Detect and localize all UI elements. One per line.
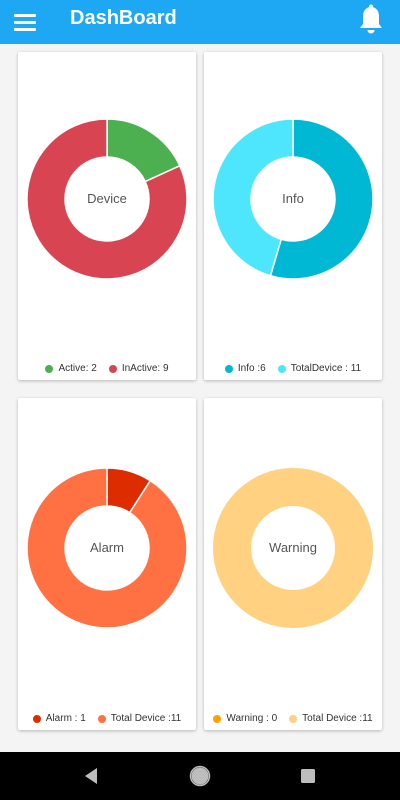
legend-dot-alarm xyxy=(32,714,41,723)
warning-legend: Warning : 0 Total Device :11 xyxy=(204,713,382,724)
device-legend: Active: 2 InActive: 9 xyxy=(18,363,196,374)
device-center-label: Device xyxy=(87,191,127,206)
donut-slice-1-0 xyxy=(269,118,374,280)
legend-item-warning-total-device: Total Device :11 xyxy=(289,713,373,724)
device-chart-card: Device Active: 2 InActive: 9 xyxy=(18,52,196,380)
legend-dot-totaldevice xyxy=(277,364,286,373)
donut-hole-2 xyxy=(70,511,144,585)
legend-label-warning: Warning : 0 xyxy=(226,713,278,724)
alarm-legend: Alarm : 1 Total Device :11 xyxy=(18,713,196,724)
donut-slice-1-1 xyxy=(212,118,294,277)
warning-donut-chart xyxy=(213,468,373,628)
legend-item-total-device: Total Device :11 xyxy=(97,713,182,724)
back-button[interactable] xyxy=(80,764,104,788)
donut-slice-3-1 xyxy=(213,468,373,628)
info-center-label: Info xyxy=(282,191,304,206)
donut-hole-1 xyxy=(256,162,330,236)
page-title: DashBoard xyxy=(70,7,177,29)
alarm-center-label: Alarm xyxy=(90,540,124,555)
legend-dot-info xyxy=(224,364,233,373)
legend-label-alarm: Alarm : 1 xyxy=(45,713,86,724)
info-legend: Info :6 TotalDevice : 11 xyxy=(204,363,382,374)
legend-dot-inactive xyxy=(108,364,117,373)
legend-dot-warning xyxy=(213,714,222,723)
legend-item-alarm: Alarm : 1 xyxy=(32,713,86,724)
legend-dot-total-device xyxy=(97,714,106,723)
app-bar: DashBoard xyxy=(0,0,400,44)
legend-item-warning: Warning : 0 xyxy=(213,713,277,724)
legend-label-totaldevice: TotalDevice : 11 xyxy=(290,363,362,374)
home-circle-icon xyxy=(189,765,211,787)
legend-label-total-device: Total Device :11 xyxy=(110,713,182,724)
donut-hole-0 xyxy=(70,162,144,236)
legend-item-info: Info :6 xyxy=(224,363,266,374)
donut-slice-0-1 xyxy=(26,118,188,280)
notifications-button[interactable] xyxy=(356,4,386,36)
legend-item-inactive: InActive: 9 xyxy=(108,363,169,374)
legend-dot-active xyxy=(45,364,54,373)
legend-item-active: Active: 2 xyxy=(45,363,97,374)
donut-hole-3 xyxy=(256,511,330,585)
device-donut-chart xyxy=(26,118,188,280)
legend-label-active: Active: 2 xyxy=(58,363,97,374)
warning-center-label: Warning xyxy=(269,540,317,555)
back-triangle-icon xyxy=(85,768,97,784)
alarm-donut-chart xyxy=(26,467,188,629)
recents-square-icon xyxy=(301,769,315,783)
warning-chart-card: Warning Warning : 0 Total Device :11 xyxy=(204,398,382,730)
menu-button[interactable] xyxy=(14,9,40,35)
system-nav-bar xyxy=(0,752,400,800)
legend-label-info: Info :6 xyxy=(237,363,266,374)
hamburger-menu-icon xyxy=(14,13,36,17)
legend-label-inactive: InActive: 9 xyxy=(121,363,169,374)
alarm-chart-card: Alarm Alarm : 1 Total Device :11 xyxy=(18,398,196,730)
info-chart-card: Info Info :6 TotalDevice : 11 xyxy=(204,52,382,380)
legend-dot-warning-total-device xyxy=(289,714,298,723)
legend-item-totaldevice: TotalDevice : 11 xyxy=(277,363,362,374)
recents-button[interactable] xyxy=(296,764,320,788)
legend-label-warning-total-device: Total Device :11 xyxy=(302,713,373,724)
home-button[interactable] xyxy=(188,764,212,788)
donut-slice-2-1 xyxy=(26,467,188,629)
info-donut-chart xyxy=(212,118,374,280)
bell-icon xyxy=(360,4,382,34)
